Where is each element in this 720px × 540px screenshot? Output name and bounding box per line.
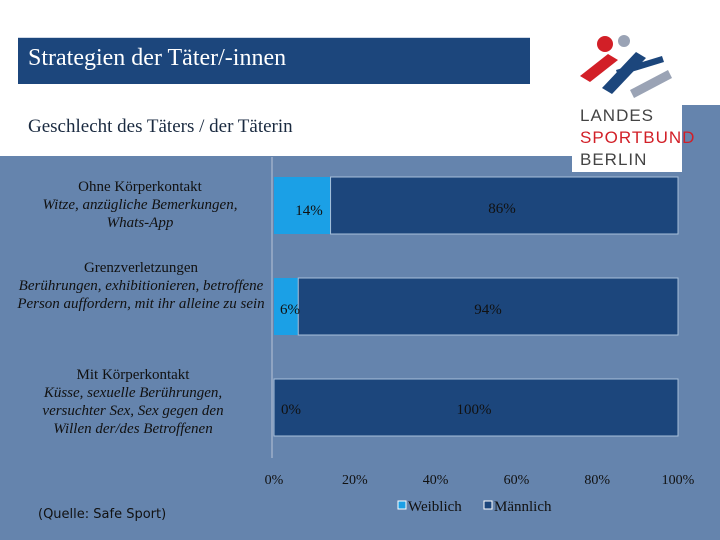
x-tick-label-80: 80% xyxy=(584,473,610,488)
x-tick-label-100: 100% xyxy=(662,473,695,488)
category-label-1: Ohne Körperkontakt Witze, anzügliche Bem… xyxy=(20,178,260,232)
bar-maennlich-1 xyxy=(330,176,679,235)
legend-label-maennlich: Männlich xyxy=(494,499,552,515)
bar-weiblich-2 xyxy=(274,278,299,335)
legend-swatch-maennlich xyxy=(483,500,493,510)
bar-weiblich-1 xyxy=(274,177,331,234)
category-3-title: Mit Körperkontakt xyxy=(76,367,190,383)
x-tick-label-0: 0% xyxy=(265,473,284,488)
logo-figure-icon xyxy=(580,35,672,98)
title-bar: Strategien der Täter/-innen xyxy=(18,37,530,84)
x-tick-label-40: 40% xyxy=(423,473,449,488)
category-1-description: Witze, anzügliche Bemerkungen, Whats-App xyxy=(42,197,238,231)
data-label-maennlich-3: 100% xyxy=(457,402,492,418)
landessportbund-logo: LANDES SPORTBUND BERLIN xyxy=(572,30,694,172)
category-3-description: Küsse, sexuelle Berührungen, versuchter … xyxy=(42,385,224,437)
category-label-2: Grenzverletzungen Berührungen, exhibitio… xyxy=(12,259,270,313)
x-tick-label-20: 20% xyxy=(342,473,368,488)
category-2-description: Berührungen, exhibitionieren, betroffene… xyxy=(17,278,265,312)
bar-maennlich-3 xyxy=(273,378,679,437)
bar-maennlich-2 xyxy=(297,277,679,336)
data-label-weiblich-2: 6% xyxy=(280,302,300,318)
subtitle-panel xyxy=(0,105,572,156)
logo-word-sportbund: SPORTBUND xyxy=(580,128,696,147)
data-label-weiblich-1: 14% xyxy=(295,203,323,219)
legend-swatch-weiblich xyxy=(397,500,407,510)
logo-word-landes: LANDES xyxy=(580,106,655,125)
category-2-title: Grenzverletzungen xyxy=(83,260,199,276)
category-1-title: Ohne Körperkontakt xyxy=(78,179,202,195)
logo-word-berlin: BERLIN xyxy=(580,150,648,169)
category-label-3: Mit Körperkontakt Küsse, sexuelle Berühr… xyxy=(30,366,236,438)
source-note: (Quelle: Safe Sport) xyxy=(38,507,167,522)
page-title: Strategien der Täter/-innen xyxy=(28,45,287,71)
data-label-maennlich-1: 86% xyxy=(488,201,516,217)
x-tick-label-60: 60% xyxy=(504,473,530,488)
legend-label-weiblich: Weiblich xyxy=(408,499,462,515)
data-label-maennlich-2: 94% xyxy=(474,302,502,318)
chart-subtitle: Geschlecht des Täters / der Täterin xyxy=(28,116,293,137)
data-label-weiblich-3: 0% xyxy=(281,402,301,418)
